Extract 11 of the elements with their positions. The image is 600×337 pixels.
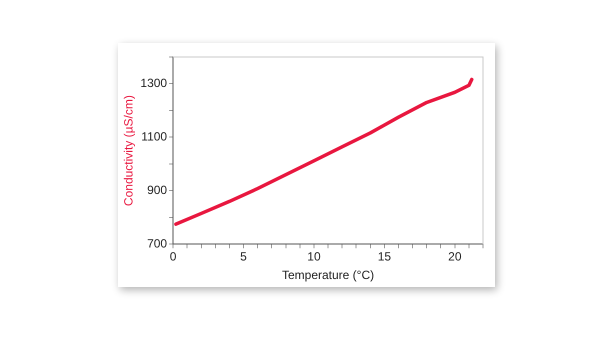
y-tick-label: 1300	[140, 76, 168, 90]
x-tick-label: 0	[170, 250, 177, 264]
x-tick-label: 15	[378, 250, 392, 264]
y-tick-label: 1100	[141, 130, 168, 144]
x-tick-label: 20	[448, 250, 462, 264]
x-axis-title: Temperature (°C)	[282, 268, 374, 282]
y-tick-label: 900	[147, 183, 168, 198]
y-axis-title: Conductivity (µS/cm)	[122, 95, 136, 206]
x-tick-label: 10	[307, 250, 321, 264]
y-tick-label: 700	[147, 236, 168, 251]
x-tick-label: 5	[240, 250, 248, 264]
